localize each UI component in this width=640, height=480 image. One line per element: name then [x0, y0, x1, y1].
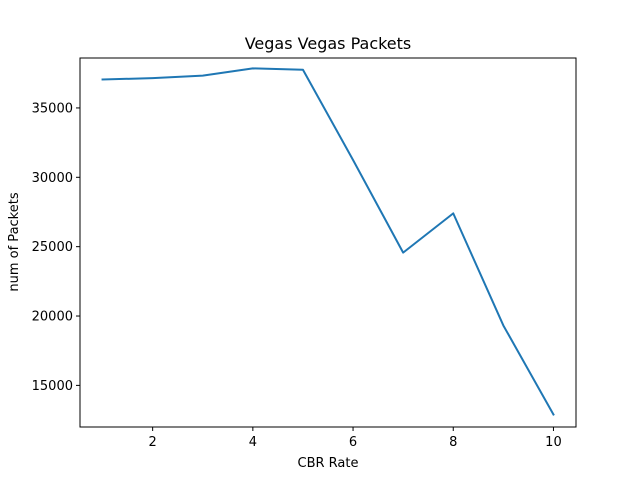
- x-tick-label: 10: [545, 435, 562, 450]
- x-tick-label: 6: [349, 435, 357, 450]
- x-tick-label: 4: [249, 435, 257, 450]
- y-tick-label: 15000: [32, 379, 73, 394]
- y-tick-label: 25000: [32, 240, 73, 255]
- x-tick-label: 8: [449, 435, 457, 450]
- y-tick-label: 30000: [32, 171, 73, 186]
- y-tick-label: 20000: [32, 310, 73, 325]
- series-line: [101, 67, 555, 416]
- x-axis-label: CBR Rate: [298, 456, 359, 471]
- plot-area: [79, 57, 577, 428]
- x-tick-label: 2: [149, 435, 157, 450]
- series-layer: [101, 67, 555, 416]
- y-axis: 15000 20000 25000 30000 35000: [32, 101, 80, 394]
- x-axis: 2 4 6 8 10: [149, 427, 562, 450]
- y-axis-label: num of Packets: [7, 192, 22, 291]
- chart-title: Vegas Vegas Packets: [245, 34, 412, 53]
- axes-frame: [79, 57, 577, 428]
- y-tick-label: 35000: [32, 101, 73, 116]
